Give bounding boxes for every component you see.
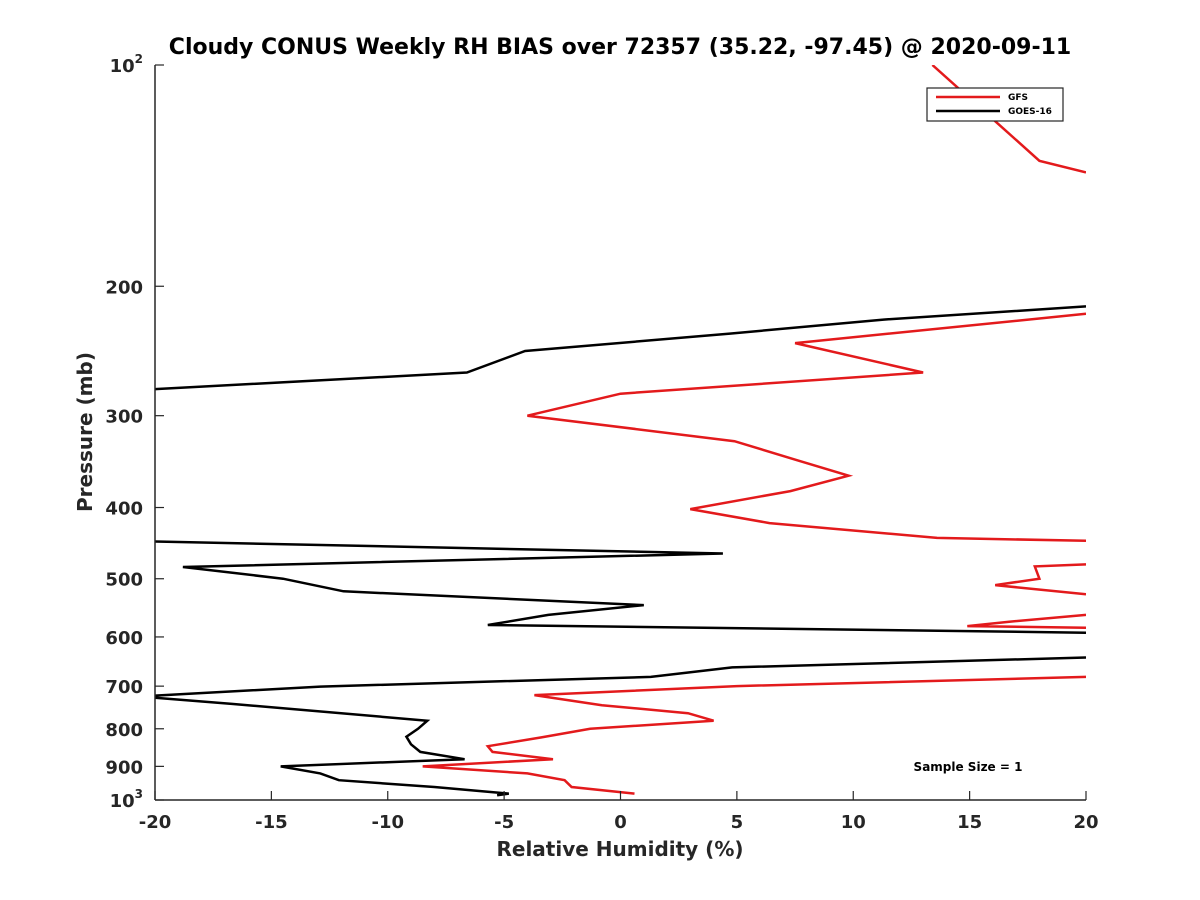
series-line-goes16-2 bbox=[155, 540, 1086, 634]
series-line-goes16-3 bbox=[155, 656, 1086, 797]
chart-title: Cloudy CONUS Weekly RH BIAS over 72357 (… bbox=[169, 35, 1071, 60]
plot-lines bbox=[155, 65, 1086, 797]
x-axis-label: Relative Humidity (%) bbox=[496, 837, 743, 861]
y-ticks: 102 200 300 400 500 600 700 800 900 103 bbox=[105, 52, 164, 812]
x-tick-label: -5 bbox=[494, 812, 514, 833]
legend[interactable]: GFS GOES-16 bbox=[926, 87, 1064, 122]
y-tick-label: 900 bbox=[105, 757, 143, 778]
x-tick-label: 0 bbox=[614, 812, 627, 833]
y-tick-label: 103 bbox=[110, 787, 143, 812]
y-tick-label: 200 bbox=[105, 277, 143, 298]
plot-axes bbox=[154, 65, 1086, 801]
series-line-gfs-4 bbox=[967, 613, 1086, 630]
series-line-gfs-2 bbox=[527, 312, 1086, 543]
y-tick-label: 400 bbox=[105, 499, 143, 520]
sample-size-annotation: Sample Size = 1 bbox=[914, 760, 1023, 774]
y-tick-label: 500 bbox=[105, 570, 143, 591]
x-ticks: -20 -15 -10 -5 0 5 10 15 20 bbox=[139, 791, 1099, 833]
y-tick-label: 102 bbox=[110, 52, 143, 77]
y-axis-label: Pressure (mb) bbox=[73, 352, 97, 512]
series-line-gfs-5 bbox=[422, 675, 1086, 795]
y-tick-label: 800 bbox=[105, 720, 143, 741]
y-tick-label: 600 bbox=[105, 628, 143, 649]
y-tick-label: 700 bbox=[105, 677, 143, 698]
x-tick-label: 15 bbox=[957, 812, 982, 833]
legend-label-goes16: GOES-16 bbox=[1008, 107, 1052, 117]
x-tick-label: -20 bbox=[139, 812, 172, 833]
x-tick-label: 10 bbox=[841, 812, 866, 833]
legend-label-gfs: GFS bbox=[1008, 93, 1028, 103]
x-tick-label: 5 bbox=[731, 812, 744, 833]
series-line-goes16-1 bbox=[155, 305, 1086, 391]
y-tick-label: 300 bbox=[105, 407, 143, 428]
legend-box bbox=[926, 87, 1064, 122]
x-tick-label: -15 bbox=[255, 812, 288, 833]
series-line-gfs-3 bbox=[995, 563, 1086, 596]
x-tick-label: 20 bbox=[1073, 812, 1098, 833]
x-tick-label: -10 bbox=[371, 812, 404, 833]
